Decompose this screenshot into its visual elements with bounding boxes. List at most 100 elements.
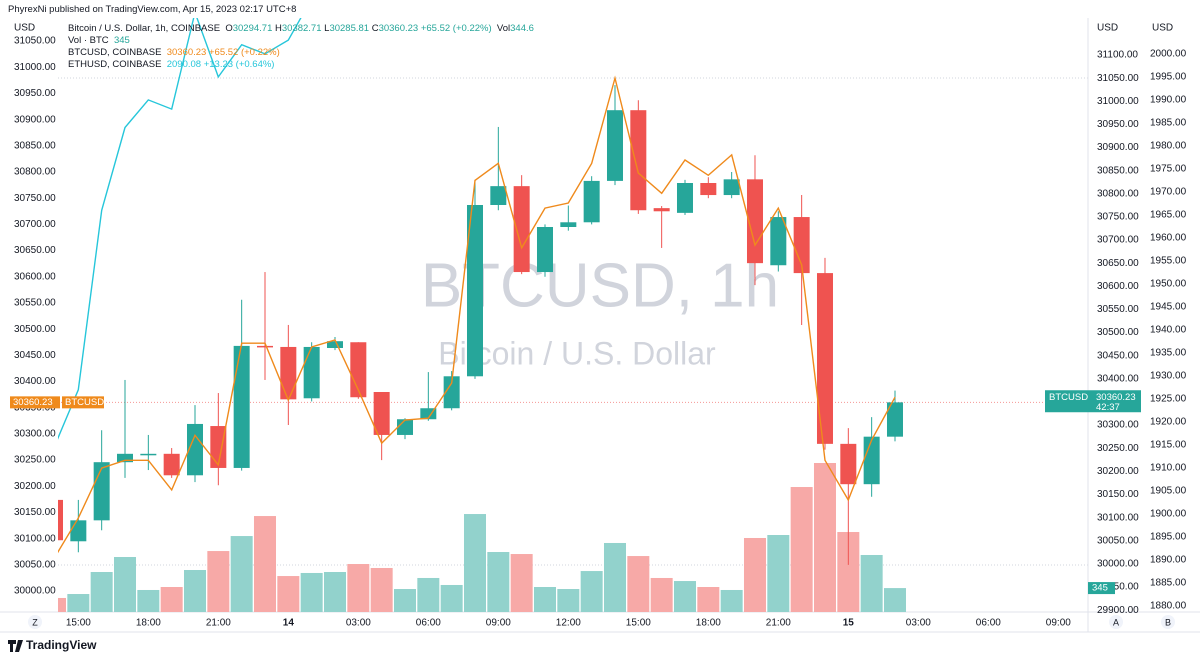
volume-bar [487,552,510,612]
volume-bar [463,514,486,612]
candle-body [630,110,647,211]
eth-change: +13.23 (+0.64%) [203,59,275,70]
y2-axis-title: USD [1097,23,1118,34]
candle-body [606,110,623,181]
button-a[interactable]: A [1113,617,1119,627]
volume-bar [673,581,696,612]
candle-body [70,520,87,542]
y-tick-label: 30800.00 [1097,188,1139,199]
y-tick-label: 1890.00 [1150,555,1187,566]
y-tick-label: 30750.00 [1097,212,1139,223]
volume-bar [90,572,113,612]
volume-title: Vol · BTC [68,35,109,46]
x-tick-label: 03:00 [346,618,371,629]
countdown: 42:37 [1096,402,1120,413]
y-tick-label: 30700.00 [1097,235,1139,246]
y-tick-label: 1970.00 [1150,187,1187,198]
candle-body [886,402,903,437]
y-tick-label: 30600.00 [1097,281,1139,292]
volume-bar [790,487,813,612]
y-tick-label: 30500.00 [1097,327,1139,338]
x-tick-label: 18:00 [696,618,721,629]
volume-bar [580,571,603,612]
y-tick-label: 1920.00 [1150,417,1187,428]
volume-bar [370,567,393,612]
y-tick-label: 30650.00 [14,245,56,256]
btc-last: 30360.23 [166,47,207,58]
x-tick-label: 18:00 [136,618,161,629]
price-tag-bg [62,396,104,409]
button-bg[interactable] [1109,615,1123,629]
y-tick-label: 30650.00 [1097,258,1139,269]
y-axis-title: USD [14,23,35,34]
button-z[interactable]: Z [32,617,38,627]
y-tick-label: 30850.00 [1097,165,1139,176]
price-tag: 30360.23 [13,397,53,408]
y-tick-label: 1975.00 [1150,164,1187,175]
candle-body [233,345,250,468]
x-tick-label: 15 [843,618,855,629]
y-tick-label: 29950.00 [1097,582,1139,593]
x-tick-label: 12:00 [556,618,581,629]
legend-row: ETHUSD, COINBASE 2090.08 +13.23 (+0.64%) [68,59,534,71]
price-tag: 30360.23 [1096,392,1136,403]
x-tick-label: 09:00 [1046,618,1071,629]
y-tick-label: 30850.00 [14,140,56,151]
legend-row: BTCUSD, COINBASE 30360.23 +65.52 (+0.22%… [68,47,534,59]
y-tick-label: 1895.00 [1150,532,1187,543]
y-tick-label: 30050.00 [1097,535,1139,546]
y-tick-label: 1900.00 [1150,509,1187,520]
y-tick-label: 1950.00 [1150,279,1187,290]
candle-body [140,453,157,456]
candle-body [420,408,437,420]
y-tick-label: 31050.00 [1097,73,1139,84]
y-tick-label: 30900.00 [14,114,56,125]
y-tick-label: 30900.00 [1097,142,1139,153]
y-tick-label: 30400.00 [1097,373,1139,384]
y-tick-label: 30150.00 [14,507,56,518]
c-value: 30360.23 [378,23,419,34]
candle-body [840,443,857,485]
watermark-name: Bitcoin / U.S. Dollar [438,335,716,371]
candle-body [466,205,483,377]
button-b[interactable]: B [1165,617,1171,627]
volume-bar [860,554,883,612]
y-tick-label: 1910.00 [1150,463,1187,474]
candle-body [116,453,133,463]
y-tick-label: 2000.00 [1150,49,1187,60]
candle-body [350,342,367,398]
button-bg[interactable] [28,615,42,629]
legend-row: Bitcoin / U.S. Dollar, 1h, COINBASE O302… [68,23,534,35]
brand-logo [8,640,23,652]
y-tick-label: 31000.00 [1097,96,1139,107]
button-bg[interactable] [1161,615,1175,629]
candle-body [653,208,670,212]
volume-bar [627,556,650,612]
y-tick-label: 30050.00 [14,559,56,570]
volume-bar [767,535,790,612]
candle-body [793,217,810,274]
candle-body [256,345,273,348]
y-tick-label: 30000.00 [1097,559,1139,570]
h-label: H [275,23,282,34]
y-tick-label: 1980.00 [1150,141,1187,152]
y-tick-label: 30450.00 [14,350,56,361]
y-tick-label: 30100.00 [1097,512,1139,523]
y-tick-label: 30100.00 [14,533,56,544]
candle-body [280,346,297,400]
candle-body [303,346,320,399]
candle-body [373,392,390,435]
x-tick-label: 09:00 [486,618,511,629]
x-tick-label: 14 [283,618,295,629]
y-tick-label: 30000.00 [14,586,56,597]
x-tick-label: 15:00 [626,618,651,629]
volume-bar [720,589,743,612]
o-value: 30294.71 [232,23,273,34]
candle-body [93,462,110,521]
candle-body [863,436,880,485]
price-tag-name: BTCUSD [1049,392,1088,403]
y-tick-label: 30400.00 [14,376,56,387]
y-tick-label: 29900.00 [1097,605,1139,616]
price-tag-bg [1045,390,1141,413]
